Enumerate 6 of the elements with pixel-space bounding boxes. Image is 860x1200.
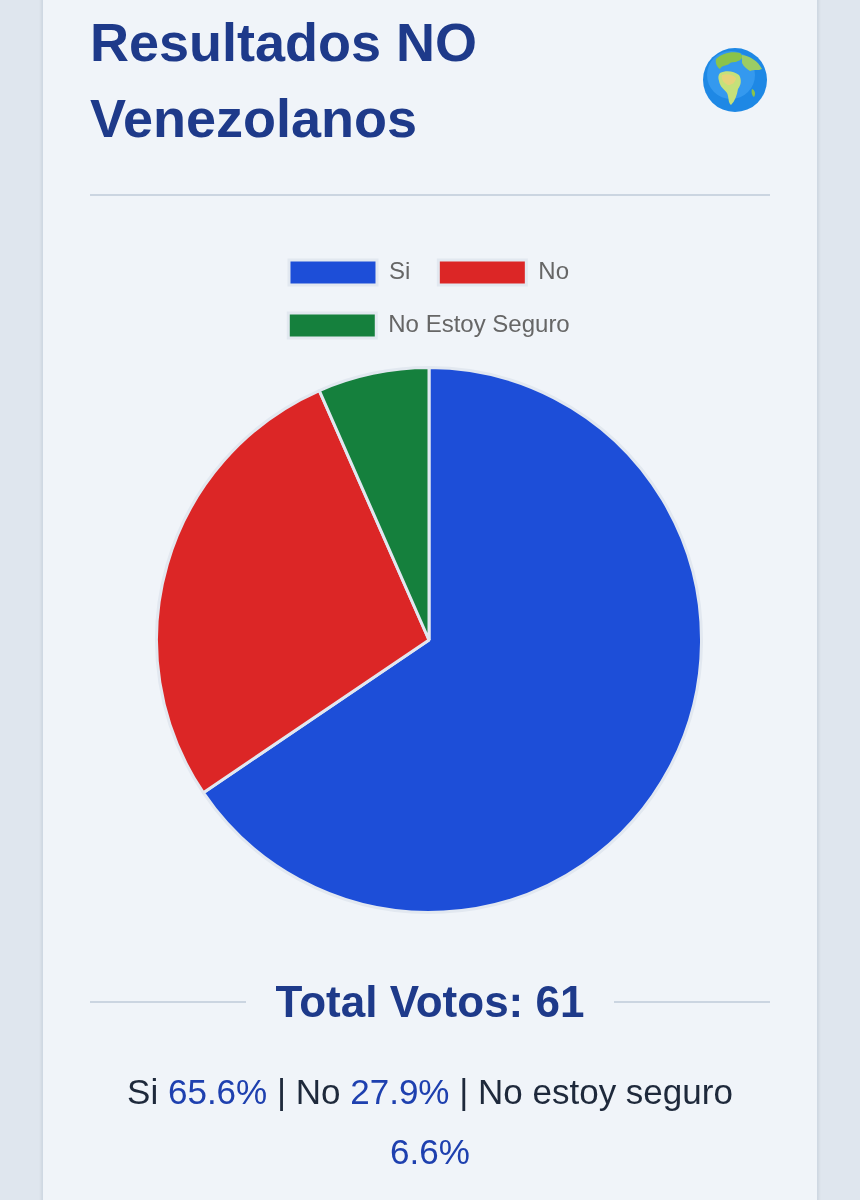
text: Total Votos: 61 xyxy=(274,976,586,1028)
text: Si 65.6% | No 27.9% | No estoy seguro 6.6% xyxy=(127,1072,733,1171)
legend-label: No Estoy Seguro xyxy=(388,310,570,338)
legend-label: No xyxy=(538,257,570,285)
chart-title: Resultados NO Venezolanos xyxy=(90,11,479,150)
legend-label: Si xyxy=(388,257,411,285)
